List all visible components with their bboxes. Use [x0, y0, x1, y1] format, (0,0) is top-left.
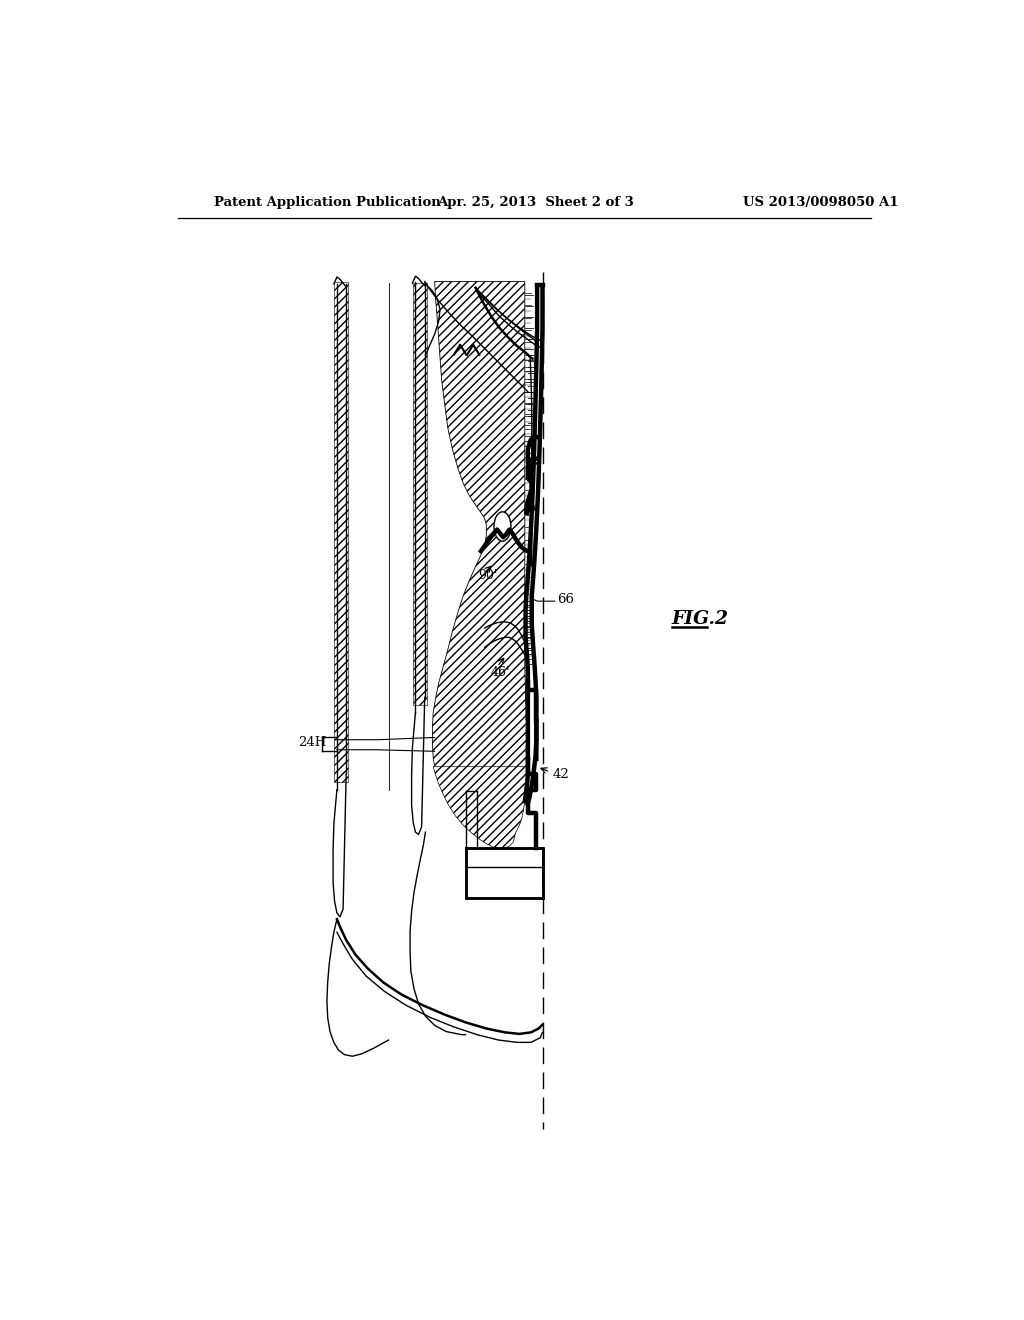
Polygon shape [334, 281, 348, 781]
Polygon shape [432, 281, 528, 797]
Text: 24H: 24H [298, 735, 327, 748]
Polygon shape [433, 767, 528, 849]
Text: Apr. 25, 2013  Sheet 2 of 3: Apr. 25, 2013 Sheet 2 of 3 [437, 195, 634, 209]
Text: 42: 42 [553, 768, 569, 781]
Text: Patent Application Publication: Patent Application Publication [214, 195, 440, 209]
Polygon shape [413, 284, 427, 705]
Text: 90': 90' [478, 569, 498, 582]
Ellipse shape [494, 512, 511, 541]
Text: US 2013/0098050 A1: US 2013/0098050 A1 [742, 195, 898, 209]
Text: 46': 46' [490, 667, 510, 680]
Text: 66: 66 [557, 593, 574, 606]
Text: FIG.2: FIG.2 [672, 610, 729, 628]
